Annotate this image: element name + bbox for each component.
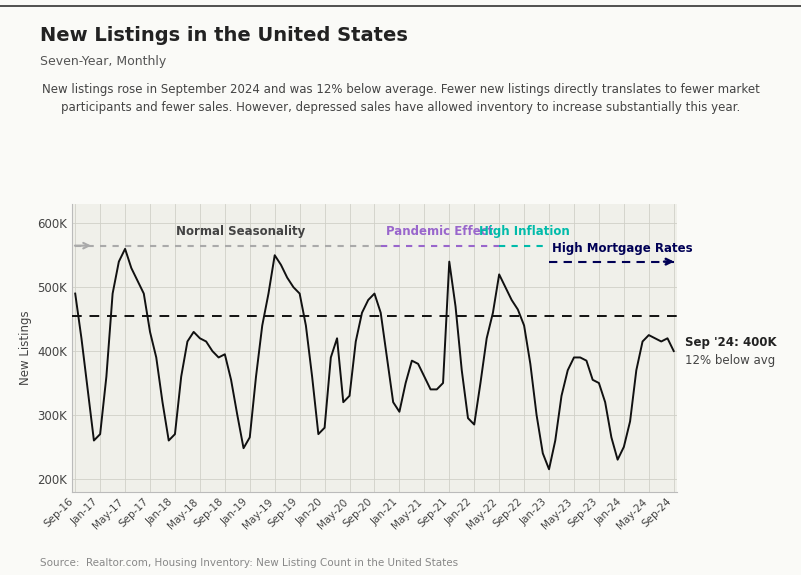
Text: New Listings in the United States: New Listings in the United States xyxy=(40,26,408,45)
Text: High Inflation: High Inflation xyxy=(479,225,570,238)
Text: 12% below avg: 12% below avg xyxy=(685,354,775,367)
Text: Source:  Realtor.com, Housing Inventory: New Listing Count in the United States: Source: Realtor.com, Housing Inventory: … xyxy=(40,558,458,568)
Text: Pandemic Effect: Pandemic Effect xyxy=(386,225,493,238)
Text: participants and fewer sales. However, depressed sales have allowed inventory to: participants and fewer sales. However, d… xyxy=(61,101,740,114)
Text: Sep '24: 400K: Sep '24: 400K xyxy=(685,336,776,350)
Y-axis label: New Listings: New Listings xyxy=(18,310,32,385)
Text: Normal Seasonality: Normal Seasonality xyxy=(175,225,305,238)
Text: Seven-Year, Monthly: Seven-Year, Monthly xyxy=(40,55,167,68)
Text: New listings rose in September 2024 and was 12% below average. Fewer new listing: New listings rose in September 2024 and … xyxy=(42,83,759,97)
Text: High Mortgage Rates: High Mortgage Rates xyxy=(552,242,693,255)
